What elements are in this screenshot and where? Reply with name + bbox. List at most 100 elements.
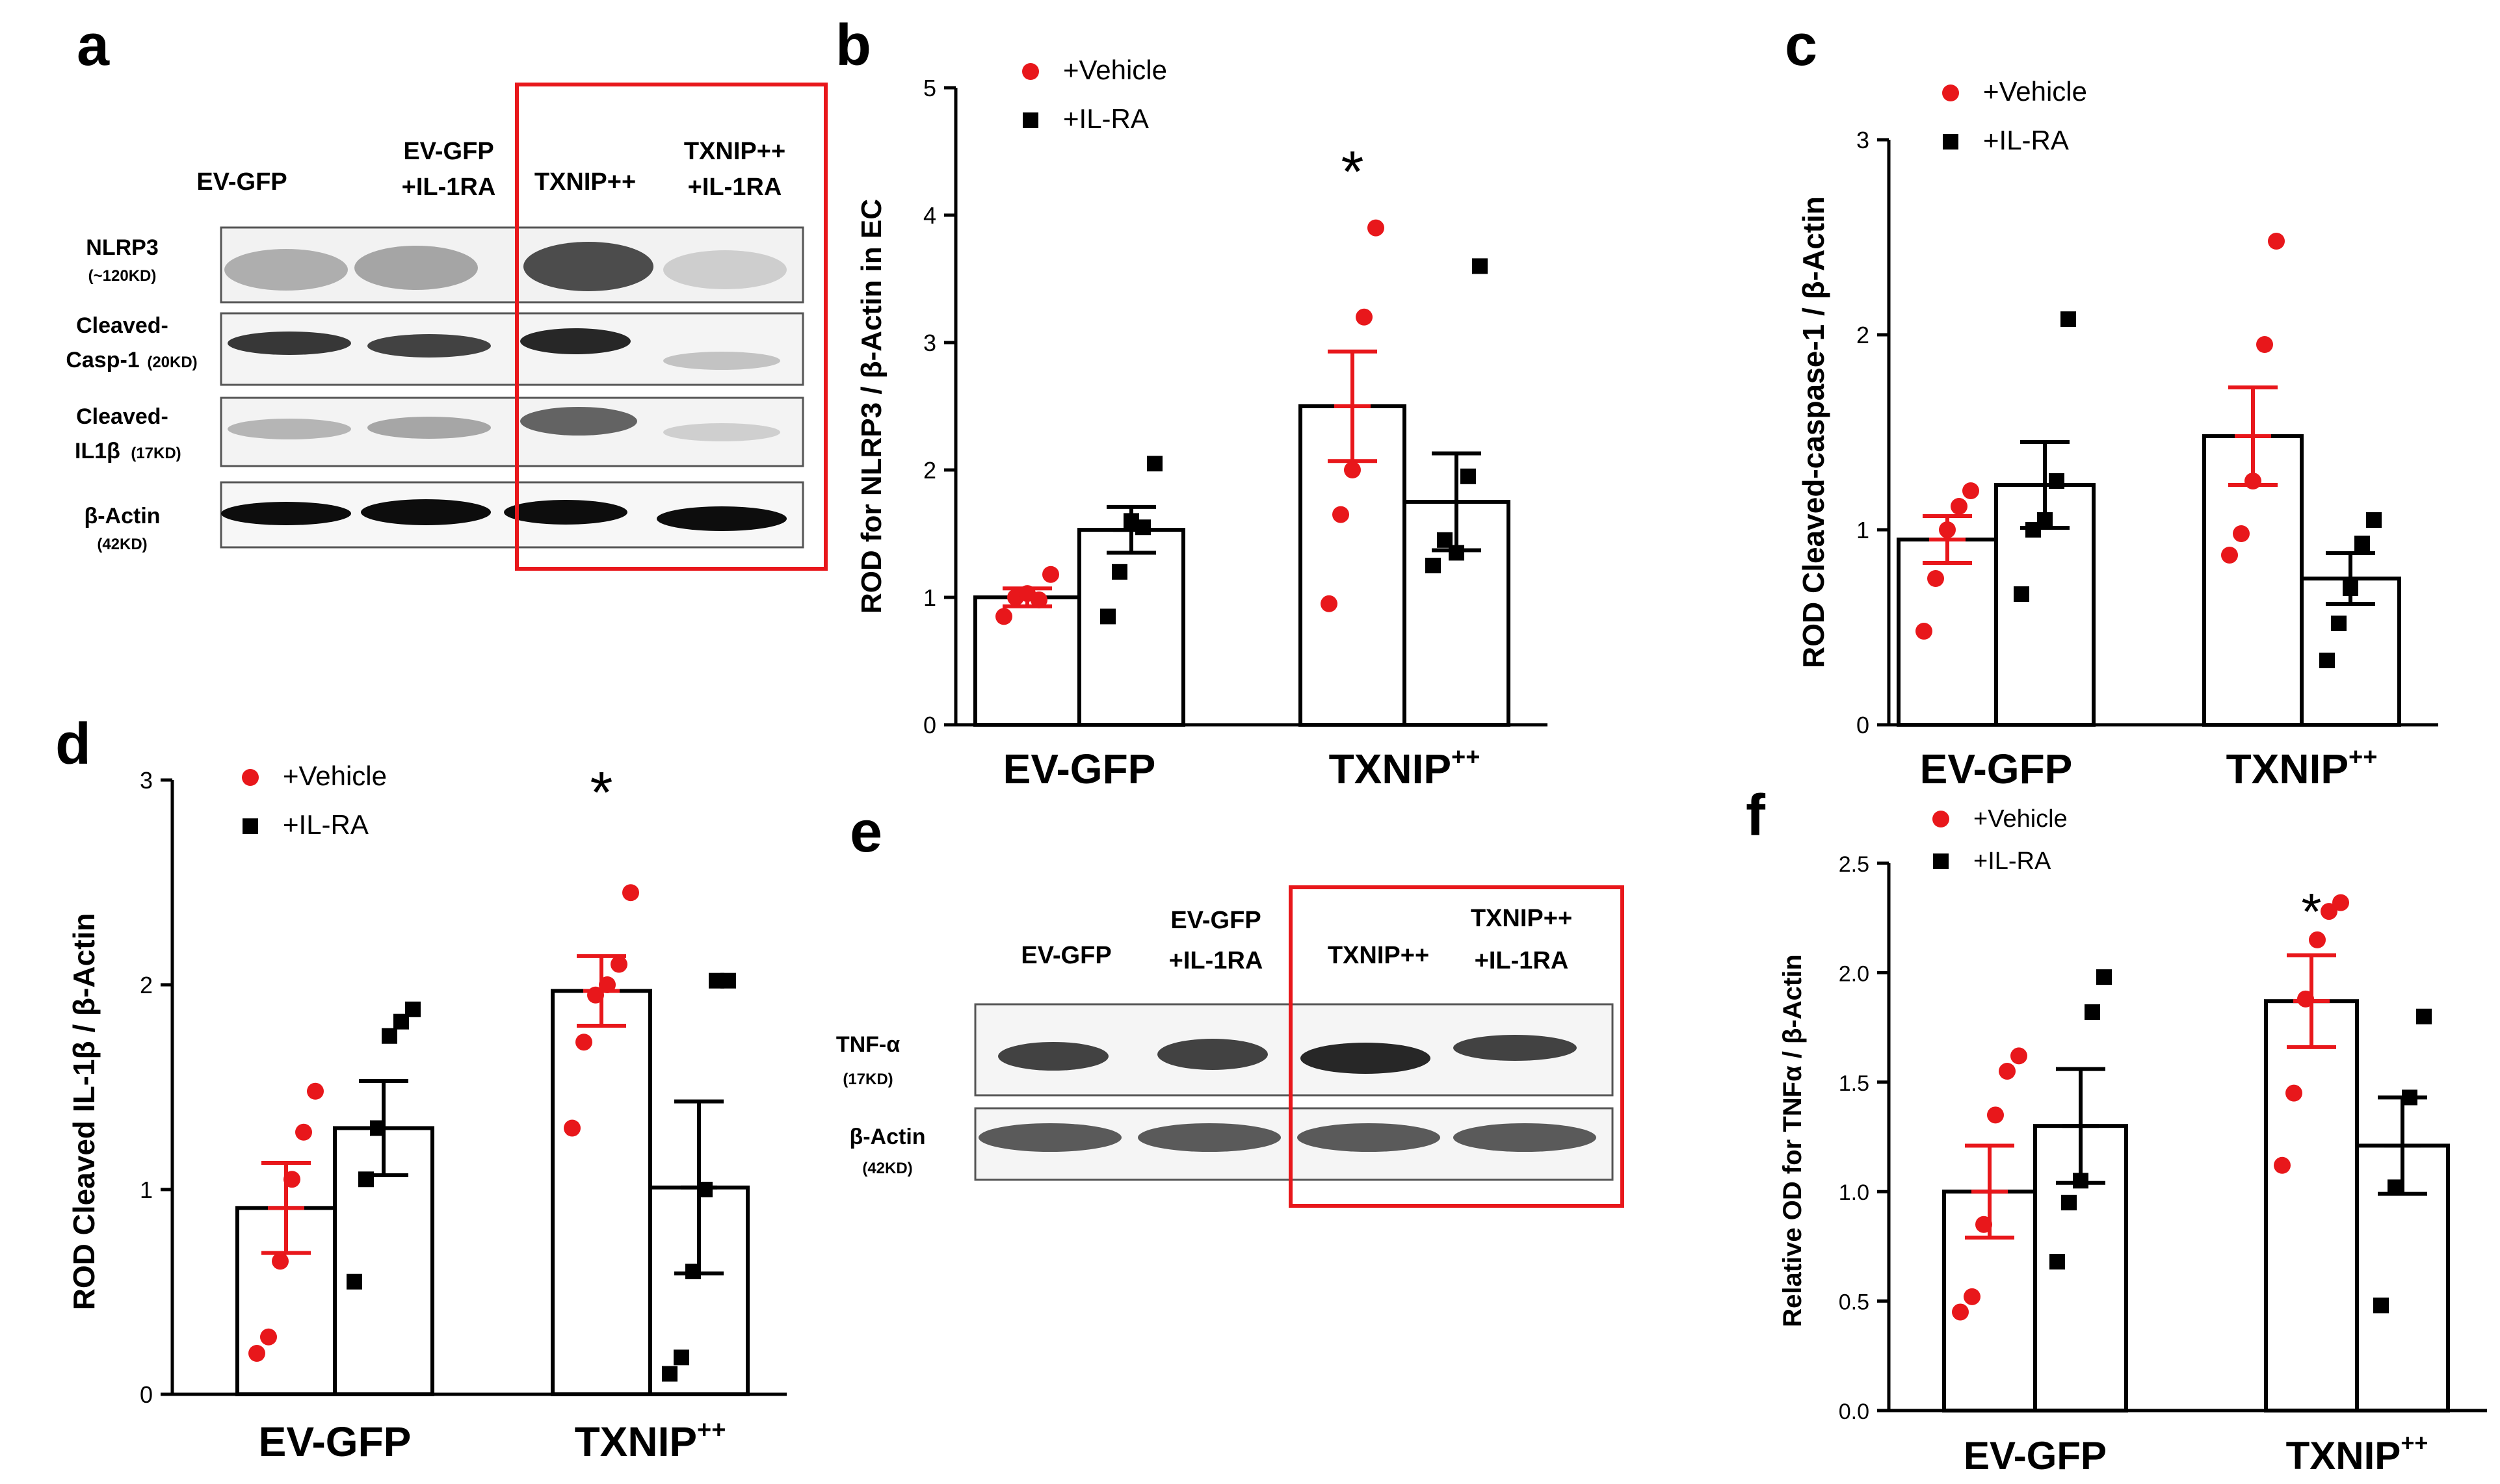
legend-label-b-1: +IL-RA: [1063, 103, 1149, 134]
chart-b: 0 1 2 3 4 5 ROD for NLRP3 / β-Actin in EC EV-GF…: [856, 55, 1547, 792]
point-c-0-1-2: [2037, 512, 2053, 528]
band-casp1-1: [228, 332, 351, 355]
point-f-0-1-1: [2061, 1195, 2077, 1211]
point-c-1-0-3: [2256, 336, 2273, 353]
band-nlrp3-3: [523, 242, 653, 291]
point-d-0-0-2: [272, 1253, 289, 1270]
point-d-0-0-5: [307, 1082, 324, 1100]
legend-label-d-1: +IL-RA: [283, 809, 369, 840]
band-casp1-2: [367, 334, 491, 358]
point-c-1-1-2: [2343, 580, 2358, 596]
legend-marker-b-1: [1023, 112, 1038, 128]
lane-e3-label: TXNIP++: [1328, 942, 1429, 969]
point-b-0-1-3: [1135, 519, 1151, 536]
point-d-1-0-2: [587, 986, 604, 1004]
category-label-c-0: EV-GFP: [1920, 746, 2073, 792]
panel-letter-f: f: [1746, 783, 1766, 848]
point-d-1-1-3: [697, 1182, 713, 1197]
lane-a2-label-1: EV-GFP: [403, 138, 493, 165]
y-axis-label-d: ROD Cleaved IL-1β / β-Actin: [67, 913, 101, 1310]
panel-letter-c: c: [1785, 13, 1817, 78]
point-c-1-0-2: [2244, 473, 2261, 489]
bar-c-0-0: [1897, 538, 1998, 727]
row-casp1-label-1: Cleaved-: [76, 313, 168, 338]
significance-f-1: *: [2301, 883, 2321, 941]
row-tnf-sub: (17KD): [843, 1071, 893, 1088]
point-b-0-1-1: [1112, 564, 1127, 580]
y-tick-label-f-5: 2.5: [1839, 852, 1869, 877]
y-tick-label-d-3: 3: [140, 767, 153, 794]
point-f-0-0-5: [2010, 1047, 2027, 1065]
row-casp1-label-2: Casp-1: [66, 348, 139, 372]
legend-marker-d-0: [242, 769, 259, 786]
point-d-1-0-1: [575, 1034, 592, 1051]
panel-letter-b: b: [836, 13, 871, 78]
point-b-1-0-1: [1332, 506, 1349, 523]
band-actin-e-1: [979, 1123, 1122, 1152]
lane-e1-label: EV-GFP: [1021, 942, 1111, 969]
significance-d-1: *: [590, 761, 612, 826]
lane-a2-label-2: +IL-1RA: [402, 174, 496, 201]
row-actin-label: β-Actin: [84, 504, 160, 528]
row-tnf-label: TNF-α: [836, 1032, 900, 1057]
point-f-0-0-3: [1987, 1106, 2004, 1124]
point-c-1-1-0: [2319, 653, 2335, 668]
point-f-1-1-1: [2388, 1179, 2403, 1195]
point-f-0-1-4: [2096, 969, 2112, 985]
lane-a4-label-1: TXNIP++: [684, 138, 785, 165]
legend-label-f-0: +Vehicle: [1973, 805, 2068, 833]
band-tnf-2: [1157, 1039, 1268, 1070]
point-d-1-0-3: [599, 976, 616, 993]
y-tick-label-b-1: 1: [923, 584, 936, 611]
y-tick-label-b-4: 4: [923, 202, 936, 229]
point-b-1-0-0: [1321, 595, 1337, 612]
y-tick-label-c-0: 0: [1856, 712, 1869, 738]
point-b-1-1-2: [1449, 545, 1464, 561]
point-f-1-0-2: [2297, 990, 2314, 1008]
panel-letter-a: a: [77, 13, 110, 78]
legend-marker-f-1: [1933, 853, 1949, 869]
point-d-0-0-4: [295, 1123, 312, 1141]
point-d-0-0-1: [260, 1328, 277, 1346]
row-actin-e-sub: (42KD): [862, 1160, 912, 1177]
legend-label-c-1: +IL-RA: [1983, 125, 2069, 155]
point-d-1-0-5: [622, 884, 639, 902]
y-tick-label-c-1: 1: [1856, 517, 1869, 543]
row-actin-e-label: β-Actin: [849, 1125, 925, 1149]
band-actin-e-3: [1297, 1123, 1440, 1152]
band-actin-1: [221, 502, 351, 525]
point-f-0-0-2: [1975, 1216, 1992, 1233]
lane-e4-label-2: +IL-1RA: [1475, 947, 1569, 974]
point-d-0-1-5: [405, 1001, 421, 1017]
point-b-0-1-0: [1100, 608, 1116, 625]
point-f-1-1-2: [2402, 1089, 2417, 1106]
point-f-1-1-0: [2373, 1297, 2389, 1314]
point-f-1-0-5: [2332, 894, 2349, 911]
band-casp1-4: [663, 352, 780, 370]
legend-marker-c-0: [1942, 85, 1959, 101]
point-c-1-1-4: [2366, 512, 2382, 528]
y-tick-label-f-4: 2.0: [1839, 961, 1869, 986]
band-actin-4: [657, 506, 787, 531]
panel-letter-d: d: [55, 712, 91, 777]
band-tnf-4: [1453, 1035, 1577, 1061]
row-actin-sub: (42KD): [97, 536, 147, 553]
point-c-0-1-3: [2049, 473, 2064, 489]
y-tick-label-f-3: 1.5: [1839, 1071, 1869, 1096]
bar-d-1-0: [551, 989, 652, 1396]
band-actin-2: [361, 499, 491, 525]
lane-e2-label-1: EV-GFP: [1170, 907, 1261, 934]
point-b-1-1-4: [1472, 258, 1488, 274]
point-f-0-1-2: [2073, 1173, 2088, 1189]
bar-f-1-0: [2264, 999, 2359, 1412]
panel-letter-e: e: [850, 800, 882, 865]
point-c-0-0-4: [1962, 482, 1979, 499]
point-b-0-0-4: [1042, 566, 1059, 583]
band-il1b-4: [663, 423, 780, 441]
legend-marker-f-0: [1932, 811, 1949, 827]
band-actin-e-2: [1138, 1123, 1281, 1152]
band-il1b-1: [228, 419, 351, 439]
y-tick-label-b-0: 0: [923, 712, 936, 738]
category-label-d-1: TXNIP++: [575, 1416, 726, 1465]
